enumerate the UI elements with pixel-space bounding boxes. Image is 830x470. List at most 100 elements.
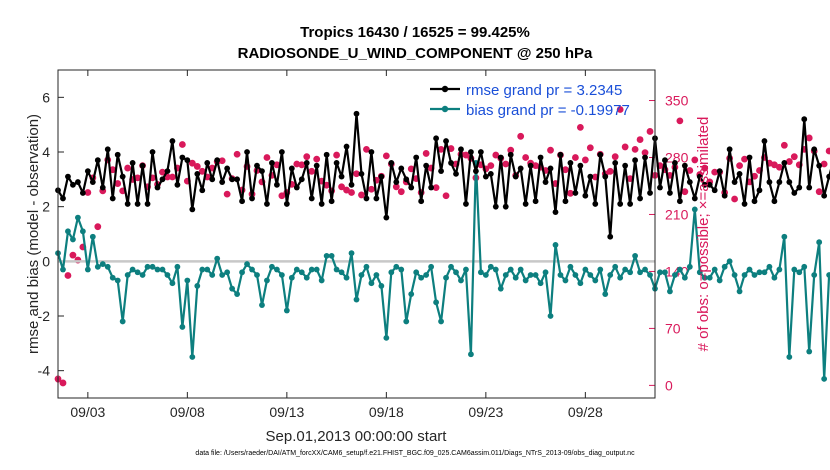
- bias-point: [174, 263, 181, 270]
- rmse-point: [328, 198, 335, 205]
- bias-point: [602, 291, 609, 298]
- bias-point: [169, 280, 176, 287]
- bias-point: [806, 348, 813, 355]
- rmse-point: [776, 179, 783, 185]
- rmse-point: [323, 151, 330, 158]
- obs-assimilated-point: [373, 177, 380, 184]
- bias-point: [507, 266, 514, 273]
- bias-point: [79, 228, 86, 235]
- bias-point: [691, 206, 698, 213]
- rmse-point: [259, 168, 265, 175]
- rmse-point: [244, 149, 250, 155]
- rmse-point: [607, 233, 614, 240]
- bias-point: [497, 285, 504, 292]
- obs-assimilated-point: [448, 145, 454, 152]
- obs-assimilated-point: [532, 162, 539, 169]
- bias-point: [94, 263, 101, 270]
- chart-title: Tropics 16430 / 16525 = 99.425%: [300, 24, 530, 41]
- rmse-point: [473, 168, 479, 175]
- obs-assimilated-point: [488, 162, 494, 169]
- obs-assimilated-point: [174, 165, 181, 171]
- obs-assimilated-point: [60, 380, 66, 386]
- bias-point: [408, 291, 415, 298]
- obs-assimilated-point: [627, 175, 633, 182]
- y2-tick-label: 210: [665, 206, 689, 222]
- bias-point: [443, 274, 449, 281]
- obs-assimilated-point: [184, 178, 191, 184]
- bias-point: [766, 263, 773, 270]
- rmse-point: [413, 154, 420, 161]
- rmse-point: [269, 160, 275, 166]
- rmse-point: [264, 201, 270, 207]
- obs-assimilated-point: [826, 148, 830, 154]
- rmse-point: [219, 179, 226, 185]
- y-axis-label: rmse and bias (model - observation): [25, 114, 42, 354]
- bias-point: [642, 266, 648, 273]
- bias-point: [114, 277, 121, 284]
- bias-point: [522, 277, 529, 284]
- obs-assimilated-point: [358, 192, 365, 198]
- bias-point: [662, 269, 668, 276]
- bias-point: [477, 269, 484, 276]
- rmse-point: [338, 173, 345, 180]
- bias-point: [189, 354, 196, 360]
- bias-point: [572, 272, 579, 278]
- bias-point: [756, 269, 763, 276]
- rmse-point: [676, 198, 683, 205]
- rmse-point: [721, 192, 728, 199]
- rmse-point: [502, 203, 509, 210]
- obs-assimilated-point: [502, 161, 509, 167]
- rmse-point: [716, 168, 723, 175]
- rmse-point: [274, 181, 280, 188]
- obs-assimilated-point: [209, 165, 216, 171]
- obs-assimilated-point: [572, 154, 579, 161]
- bias-point: [353, 296, 360, 303]
- rmse-point: [463, 201, 469, 207]
- rmse-point: [617, 201, 624, 207]
- obs-assimilated-point: [592, 174, 599, 180]
- rmse-point: [60, 195, 66, 202]
- y-tick-label: -2: [38, 308, 51, 324]
- bias-point: [676, 266, 683, 273]
- rmse-point: [532, 198, 539, 205]
- bias-point: [70, 236, 76, 243]
- rmse-point: [433, 135, 439, 142]
- rmse-point: [139, 162, 146, 169]
- rmse-point: [184, 157, 191, 164]
- bias-point: [413, 269, 420, 276]
- chart-subtitle: RADIOSONDE_U_WIND_COMPONENT @ 250 hPa: [237, 45, 593, 62]
- bias-point: [632, 252, 638, 259]
- bias-point: [318, 277, 325, 284]
- obs-assimilated-point: [731, 196, 738, 202]
- obs-assimilated-point: [776, 164, 783, 171]
- rmse-point: [816, 162, 823, 169]
- bias-point: [701, 274, 708, 281]
- rmse-point: [224, 165, 231, 172]
- bias-point: [647, 272, 653, 278]
- y-tick-label: 2: [42, 199, 50, 215]
- bias-point: [637, 269, 643, 276]
- rmse-point: [691, 195, 698, 202]
- rmse-point: [642, 154, 648, 161]
- rmse-point: [821, 192, 828, 199]
- bias-point: [333, 266, 340, 273]
- rmse-point: [204, 160, 211, 166]
- rmse-point: [164, 168, 171, 175]
- y-tick-label: 0: [42, 253, 50, 269]
- bias-point: [254, 272, 260, 278]
- rmse-point: [791, 190, 798, 196]
- rmse-point: [373, 195, 380, 202]
- rmse-point: [423, 162, 430, 169]
- obs-assimilated-point: [816, 188, 822, 195]
- obs-assimilated-point: [289, 181, 295, 188]
- bias-point: [274, 266, 280, 273]
- bias-point: [293, 266, 300, 273]
- rmse-point: [597, 151, 604, 158]
- rmse-point: [174, 181, 181, 188]
- obs-assimilated-point: [95, 223, 101, 230]
- obs-assimilated-point: [204, 174, 211, 180]
- rmse-point: [119, 173, 126, 180]
- x-tick-label: 09/18: [369, 404, 404, 420]
- bias-point: [438, 318, 444, 325]
- bias-point: [239, 269, 245, 276]
